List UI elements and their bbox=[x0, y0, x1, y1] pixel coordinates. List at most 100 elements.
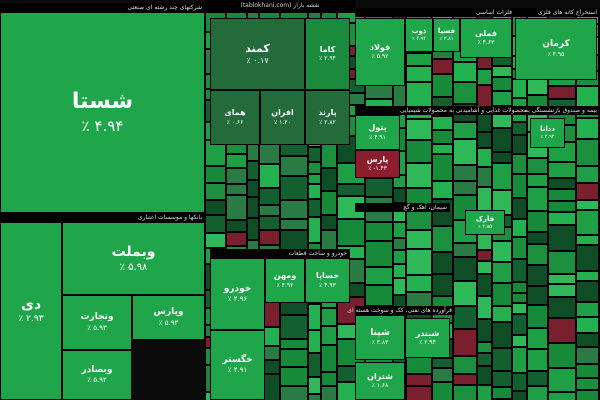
filler-cell bbox=[432, 382, 453, 400]
stock-tile: همای ۰.۶۶ ٪ bbox=[210, 90, 260, 145]
tile-symbol: ومهن bbox=[273, 271, 297, 281]
tile-symbol: پارند bbox=[318, 108, 337, 118]
stock-tile: فارک ۴.۸۵ ٪ bbox=[465, 210, 505, 235]
tile-symbol: خودرو bbox=[223, 283, 252, 294]
tile-symbol: خساپا bbox=[316, 271, 339, 281]
filler-cell bbox=[280, 339, 308, 349]
tile-change: ۲.۹۴ ٪ bbox=[419, 339, 436, 347]
filler-cell bbox=[477, 342, 492, 353]
filler-cell bbox=[527, 286, 548, 305]
sector-label: محصولات شیمیایی bbox=[355, 106, 450, 115]
filler-cell bbox=[308, 184, 321, 199]
stock-tile: شستا ۴.۹۴ ٪ bbox=[0, 12, 205, 213]
filler-cell bbox=[226, 220, 247, 232]
filler-cell bbox=[492, 348, 512, 371]
stock-tile: کرمان ۴.۹۵ ٪ bbox=[515, 18, 597, 80]
filler-cell bbox=[492, 77, 512, 91]
filler-cell bbox=[512, 335, 527, 347]
stock-tile: کمند ۰.۱۷ ٪ bbox=[210, 18, 305, 90]
filler-cell bbox=[548, 392, 576, 400]
filler-cell bbox=[432, 74, 453, 97]
stock-tile: ومهن ۴.۹۲ ٪ bbox=[265, 258, 305, 303]
tile-symbol: دی bbox=[21, 297, 42, 314]
filler-cell bbox=[393, 278, 406, 295]
filler-cell bbox=[393, 250, 406, 264]
filler-cell bbox=[548, 162, 576, 178]
filler-cell bbox=[548, 189, 576, 201]
filler-cell bbox=[492, 91, 512, 106]
filler-cell bbox=[492, 128, 512, 152]
filler-cell bbox=[548, 343, 576, 368]
stock-tile: شبندر ۲.۹۴ ٪ bbox=[405, 318, 450, 358]
stock-tile: خگستر ۴.۹۱ ٪ bbox=[210, 330, 265, 400]
tile-change: ۲.۸۲ ٪ bbox=[319, 118, 336, 126]
stock-tile: افران ۱.۲۰ ٪ bbox=[260, 90, 305, 145]
filler-cell bbox=[512, 303, 527, 314]
tile-change: ۲.۹۴ ٪ bbox=[319, 55, 336, 63]
filler-cell bbox=[432, 181, 453, 199]
stock-tile: وبصادر ۵.۹۲ ٪ bbox=[62, 350, 132, 400]
stock-tile: وبملت ۵.۹۸ ٪ bbox=[62, 222, 205, 295]
filler-cell bbox=[393, 188, 406, 203]
filler-cell bbox=[205, 233, 226, 248]
filler-cell bbox=[527, 305, 548, 328]
filler-cell bbox=[432, 226, 453, 252]
filler-cell bbox=[432, 59, 453, 74]
sector-label: بانکها و موسسات اعتباری bbox=[0, 213, 205, 222]
tile-change: ۴.۹۳ ٪ bbox=[319, 281, 336, 289]
tile-change: ۴.۹۵ ٪ bbox=[547, 50, 565, 58]
filler-cell bbox=[337, 12, 365, 23]
filler-cell bbox=[308, 304, 321, 330]
filler-cell bbox=[321, 308, 337, 326]
filler-cell bbox=[492, 163, 512, 190]
filler-cell bbox=[259, 205, 280, 216]
filler-cell bbox=[576, 118, 599, 139]
filler-cell bbox=[406, 275, 432, 292]
tile-symbol: فملی bbox=[475, 28, 497, 38]
filler-cell bbox=[492, 241, 512, 262]
filler-cell bbox=[259, 164, 280, 188]
tile-symbol: افران bbox=[271, 108, 294, 118]
filler-cell bbox=[308, 353, 321, 377]
filler-cell bbox=[259, 216, 280, 230]
filler-cell bbox=[527, 328, 548, 349]
filler-cell bbox=[308, 330, 321, 353]
filler-cell bbox=[432, 274, 453, 296]
filler-cell bbox=[321, 191, 337, 215]
tile-change: ۵.۹۳ ٪ bbox=[158, 318, 179, 327]
sector-label: خودرو و ساخت قطعات bbox=[210, 249, 350, 258]
filler-cell bbox=[453, 181, 477, 195]
filler-cell bbox=[548, 297, 576, 318]
stock-tile: شتران ۱.۶۸ ٪ bbox=[355, 362, 405, 400]
stock-tile: فملی ۴.۶۳ ٪ bbox=[460, 18, 512, 58]
stock-tile: کاما ۲.۹۴ ٪ bbox=[305, 18, 350, 90]
filler-cell bbox=[492, 283, 512, 306]
tile-change: ۴.۹۱ ٪ bbox=[227, 366, 248, 375]
filler-cell bbox=[576, 86, 599, 108]
tile-change: ۴.۹۴ ٪ bbox=[540, 134, 555, 141]
filler-cell bbox=[512, 314, 527, 335]
filler-cell bbox=[576, 200, 599, 210]
filler-cell bbox=[247, 180, 259, 197]
filler-cell bbox=[576, 139, 599, 166]
filler-cell bbox=[548, 284, 576, 297]
stock-tile: ددانا ۴.۹۴ ٪ bbox=[530, 118, 565, 148]
filler-cell bbox=[512, 79, 527, 98]
stock-tile: وتجارت ۵.۹۳ ٪ bbox=[62, 295, 132, 350]
filler-cell bbox=[453, 82, 477, 104]
stock-tile: فسپا ۲.۸۱ ٪ bbox=[433, 18, 460, 52]
filler-cell bbox=[432, 144, 453, 154]
filler-cell bbox=[365, 178, 393, 197]
filler-cell bbox=[280, 219, 308, 230]
filler-cell bbox=[492, 66, 512, 77]
filler-cell bbox=[492, 262, 512, 283]
tile-symbol: ذوب bbox=[411, 27, 427, 36]
stock-tile: وپارس ۵.۹۳ ٪ bbox=[132, 295, 205, 340]
sector-label: فرآورده های نفتی، کک و سوخت هسته ای bbox=[347, 306, 455, 315]
filler-cell bbox=[548, 251, 576, 274]
tile-symbol: فولاد bbox=[369, 42, 391, 52]
filler-cell bbox=[205, 166, 226, 183]
filler-cell bbox=[576, 378, 599, 390]
filler-cell bbox=[205, 215, 226, 233]
filler-cell bbox=[453, 122, 477, 139]
